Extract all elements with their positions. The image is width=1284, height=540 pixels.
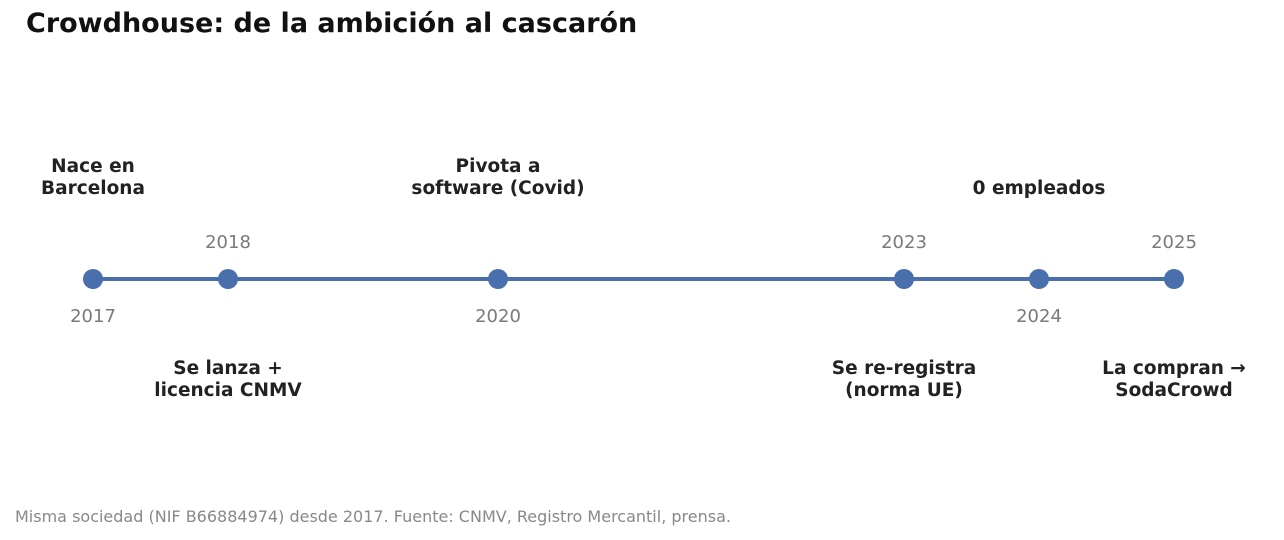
- event-label-line2: licencia CNMV: [154, 380, 302, 401]
- timeline-dot-2018: [218, 269, 238, 289]
- timeline-dot-2025: [1164, 269, 1184, 289]
- event-label-line2: software (Covid): [411, 178, 585, 199]
- page-title: Crowdhouse: de la ambición al cascarón: [26, 8, 638, 39]
- event-label-line2: Barcelona: [41, 178, 145, 199]
- source-footnote: Misma sociedad (NIF B66884974) desde 201…: [15, 507, 731, 526]
- year-label-2017: 2017: [70, 306, 116, 327]
- year-label-2023: 2023: [881, 232, 927, 253]
- event-label-line2: (norma UE): [845, 380, 963, 401]
- year-label-2024: 2024: [1016, 306, 1062, 327]
- event-label-2025: La compran → SodaCrowd: [1102, 358, 1246, 402]
- event-label-2020: Pivota a software (Covid): [411, 156, 584, 200]
- timeline-dot-2023: [894, 269, 914, 289]
- event-label-line1: Nace en: [51, 156, 135, 177]
- timeline-dot-2024: [1029, 269, 1049, 289]
- year-label-2025: 2025: [1151, 232, 1197, 253]
- event-label-2023: Se re-registra (norma UE): [832, 358, 976, 402]
- event-label-2024: 0 empleados: [973, 178, 1106, 200]
- timeline-dot-2020: [488, 269, 508, 289]
- event-label-line1: 0 empleados: [972, 178, 1106, 199]
- timeline-line: [93, 277, 1174, 281]
- event-label-line2: SodaCrowd: [1115, 380, 1233, 401]
- event-label-2017: Nace en Barcelona: [41, 156, 145, 200]
- year-label-2018: 2018: [205, 232, 251, 253]
- year-label-2020: 2020: [475, 306, 521, 327]
- event-label-line1: Pivota a: [455, 156, 541, 177]
- event-label-line1: Se lanza +: [173, 358, 283, 379]
- event-label-line1: La compran →: [1102, 358, 1246, 379]
- event-label-line1: Se re-registra: [831, 358, 977, 379]
- timeline-dot-2017: [83, 269, 103, 289]
- event-label-2018: Se lanza + licencia CNMV: [154, 358, 301, 402]
